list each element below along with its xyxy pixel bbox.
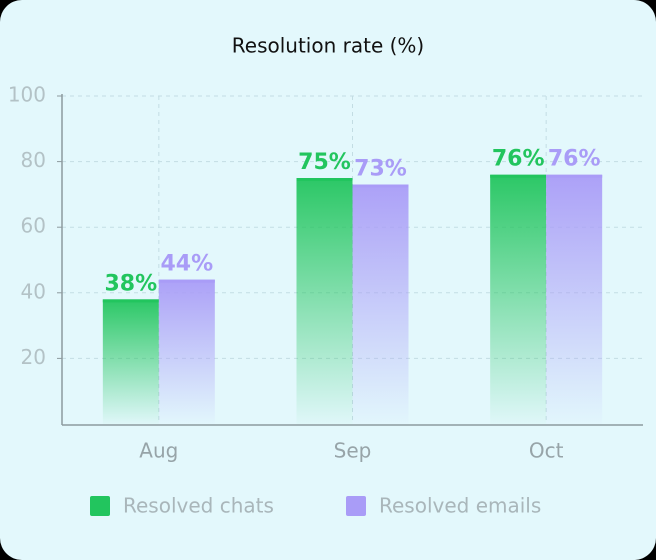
value-label: 75%: [298, 150, 351, 175]
x-tick-label: Oct: [529, 439, 564, 463]
value-label: 73%: [354, 157, 407, 182]
bar: [546, 174, 603, 424]
value-label: 44%: [160, 252, 213, 277]
y-tick-label: 60: [21, 214, 46, 238]
y-tick-label: 40: [21, 279, 46, 303]
value-label: 38%: [104, 271, 157, 296]
legend-swatch: [90, 496, 110, 516]
legend-label: Resolved chats: [123, 494, 274, 518]
y-tick-label: 100: [8, 83, 46, 107]
value-label: 76%: [492, 147, 545, 172]
bar: [158, 279, 215, 424]
legend-swatch: [346, 496, 366, 516]
y-tick-label: 20: [21, 345, 46, 369]
bar: [102, 299, 159, 424]
y-tick-label: 80: [21, 148, 46, 172]
x-tick-label: Sep: [334, 439, 372, 463]
x-tick-label: Aug: [139, 439, 178, 463]
bar: [352, 184, 409, 424]
value-label: 76%: [548, 147, 601, 172]
bar: [490, 174, 547, 424]
bar: [296, 178, 353, 424]
legend-label: Resolved emails: [379, 494, 541, 518]
chart-title: Resolution rate (%): [232, 34, 424, 58]
